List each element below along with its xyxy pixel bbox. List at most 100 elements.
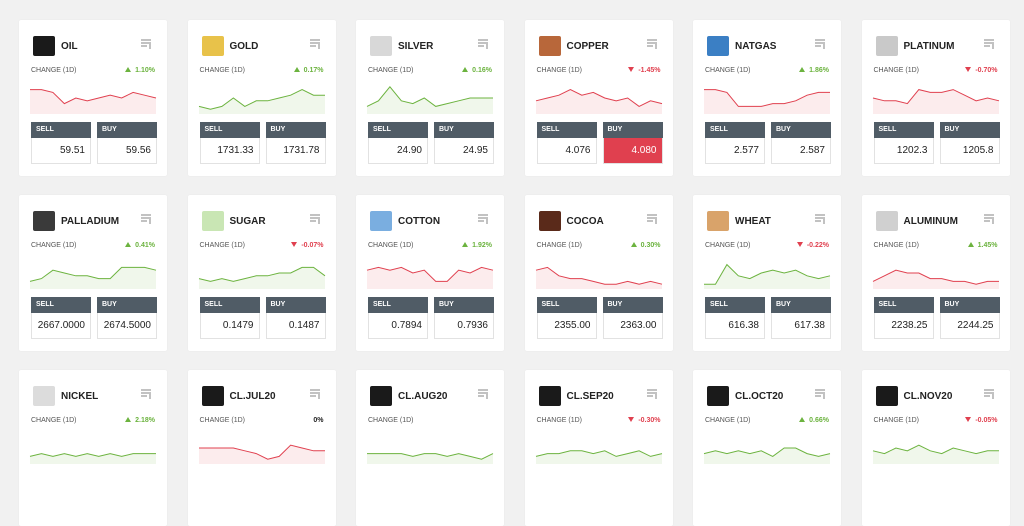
sell-header[interactable]: SELL — [368, 122, 428, 138]
sparkline — [535, 89, 662, 114]
change-text: 0% — [313, 417, 324, 424]
sell-header[interactable]: SELL — [536, 297, 597, 313]
buy-header[interactable]: BUY — [434, 297, 494, 313]
buy-price: 1731.78 — [283, 145, 320, 156]
sell-header[interactable]: SELL — [199, 297, 260, 313]
menu-icon[interactable] — [815, 214, 827, 224]
instrument-card[interactable]: SUGAR CHANGE (1D) -0.07% SELL 0.1479 BUY 0.148… — [187, 195, 336, 351]
menu-icon[interactable] — [646, 39, 659, 49]
buy-price-box[interactable]: 2363.00 — [602, 313, 663, 339]
buy-header[interactable]: BUY — [602, 297, 663, 313]
buy-price-box[interactable]: 1731.78 — [265, 138, 326, 164]
buy-price-box[interactable]: 59.56 — [97, 138, 157, 164]
buy-header[interactable]: BUY — [97, 122, 157, 138]
instrument-card[interactable]: CL.AUG20 CHANGE (1D) — [356, 370, 504, 526]
menu-icon[interactable] — [478, 39, 490, 49]
sell-header[interactable]: SELL — [705, 297, 765, 313]
buy-header[interactable]: BUY — [265, 122, 326, 138]
sell-header[interactable]: SELL — [199, 122, 260, 138]
change-value: 2.18% — [125, 417, 155, 424]
buy-price-box[interactable]: 1205.8 — [939, 138, 1000, 164]
sell-header[interactable]: SELL — [705, 122, 765, 138]
menu-icon[interactable] — [141, 214, 153, 224]
buy-header[interactable]: BUY — [771, 122, 831, 138]
menu-icon[interactable] — [983, 214, 996, 224]
sell-price-box[interactable]: 0.1479 — [199, 313, 260, 339]
instrument-card[interactable]: SILVER CHANGE (1D) 0.16% SELL 24.90 BUY 24.95 — [356, 20, 504, 176]
buy-price: 617.38 — [794, 320, 825, 331]
change-value: -0.30% — [628, 417, 661, 424]
sell-header[interactable]: SELL — [368, 297, 428, 313]
sell-price-box[interactable]: 2667.0000 — [31, 313, 91, 339]
buy-price-box[interactable]: 0.7936 — [434, 313, 494, 339]
sell-price-box[interactable]: 616.38 — [705, 313, 765, 339]
sell-header[interactable]: SELL — [536, 122, 597, 138]
sell-price-box[interactable]: 2238.25 — [873, 313, 934, 339]
sell-price-box[interactable]: 0.7894 — [368, 313, 428, 339]
buy-price-box[interactable]: 24.95 — [434, 138, 494, 164]
menu-icon[interactable] — [309, 214, 322, 224]
sell-price-box[interactable]: 4.076 — [536, 138, 597, 164]
sell-header[interactable]: SELL — [873, 122, 934, 138]
instrument-card[interactable]: COCOA CHANGE (1D) 0.30% SELL 2355.00 BUY 2363.… — [524, 195, 673, 351]
instrument-name: CL.SEP20 — [566, 391, 614, 402]
sparkline — [198, 89, 325, 114]
instrument-card[interactable]: CL.JUL20 CHANGE (1D) 0% — [187, 370, 336, 526]
buy-price-box[interactable]: 617.38 — [771, 313, 831, 339]
instrument-card[interactable]: COTTON CHANGE (1D) 1.92% SELL 0.7894 BUY 0.793… — [356, 195, 504, 351]
sell-price-box[interactable]: 2.577 — [705, 138, 765, 164]
buy-header[interactable]: BUY — [771, 297, 831, 313]
menu-icon[interactable] — [815, 39, 827, 49]
menu-icon[interactable] — [983, 39, 996, 49]
instrument-card[interactable]: CL.OCT20 CHANGE (1D) 0.66% — [693, 370, 841, 526]
menu-icon[interactable] — [141, 389, 153, 399]
instrument-card[interactable]: CL.SEP20 CHANGE (1D) -0.30% — [524, 370, 673, 526]
sell-header[interactable]: SELL — [31, 122, 91, 138]
buy-header[interactable]: BUY — [434, 122, 494, 138]
menu-icon[interactable] — [141, 39, 153, 49]
buy-header[interactable]: BUY — [602, 122, 663, 138]
sell-price-box[interactable]: 1731.33 — [199, 138, 260, 164]
buy-price-box[interactable]: 2244.25 — [939, 313, 1000, 339]
buy-header[interactable]: BUY — [939, 297, 1000, 313]
buy-header[interactable]: BUY — [265, 297, 326, 313]
menu-icon[interactable] — [983, 389, 996, 399]
menu-icon[interactable] — [646, 389, 659, 399]
menu-icon[interactable] — [478, 389, 490, 399]
instrument-card[interactable]: WHEAT CHANGE (1D) -0.22% SELL 616.38 BUY 617.3… — [693, 195, 841, 351]
buy-price-box[interactable]: 0.1487 — [265, 313, 326, 339]
instrument-card[interactable]: ALUMINUM CHANGE (1D) 1.45% SELL 2238.25 BUY 22… — [861, 195, 1010, 351]
sell-header[interactable]: SELL — [873, 297, 934, 313]
buy-header[interactable]: BUY — [939, 122, 1000, 138]
buy-price: 0.7936 — [457, 320, 488, 331]
instrument-card[interactable]: CL.NOV20 CHANGE (1D) -0.05% — [861, 370, 1010, 526]
buy-price-box[interactable]: 2.587 — [771, 138, 831, 164]
instrument-card[interactable]: PLATINUM CHANGE (1D) -0.70% SELL 1202.3 BUY 12… — [861, 20, 1010, 176]
sell-price-box[interactable]: 1202.3 — [873, 138, 934, 164]
menu-icon[interactable] — [478, 214, 490, 224]
arrow — [291, 242, 298, 247]
sell-header[interactable]: SELL — [31, 297, 91, 313]
sparkline-area — [535, 267, 662, 289]
instrument-card[interactable]: PALLADIUM CHANGE (1D) 0.41% SELL 2667.0000 BU… — [19, 195, 167, 351]
menu-icon[interactable] — [309, 39, 322, 49]
instrument-card[interactable]: GOLD CHANGE (1D) 0.17% SELL 1731.33 BUY 1731.7… — [187, 20, 336, 176]
instrument-card[interactable]: OIL CHANGE (1D) 1.10% SELL 59.51 BUY 59.56 — [19, 20, 167, 176]
sparkline — [366, 86, 493, 114]
buy-price-box[interactable]: 4.080 — [602, 138, 663, 164]
instrument-card[interactable]: NATGAS CHANGE (1D) 1.86% SELL 2.577 BUY 2.587 — [693, 20, 841, 176]
buy-price-box[interactable]: 2674.5000 — [97, 313, 157, 339]
sell-price-box[interactable]: 2355.00 — [536, 313, 597, 339]
buy-price: 2674.5000 — [103, 320, 151, 331]
sell-price-box[interactable]: 24.90 — [368, 138, 428, 164]
menu-icon[interactable] — [815, 389, 827, 399]
sell-price-box[interactable]: 59.51 — [31, 138, 91, 164]
instrument-card[interactable]: COPPER CHANGE (1D) -1.45% SELL 4.076 BUY 4.080 — [524, 20, 673, 176]
change-text: -0.30% — [638, 417, 661, 424]
menu-icon[interactable] — [309, 389, 322, 399]
change-text: 0.66% — [809, 417, 829, 424]
change-label: CHANGE (1D) — [368, 242, 414, 249]
buy-header[interactable]: BUY — [97, 297, 157, 313]
menu-icon[interactable] — [646, 214, 659, 224]
instrument-card[interactable]: NICKEL CHANGE (1D) 2.18% — [19, 370, 167, 526]
